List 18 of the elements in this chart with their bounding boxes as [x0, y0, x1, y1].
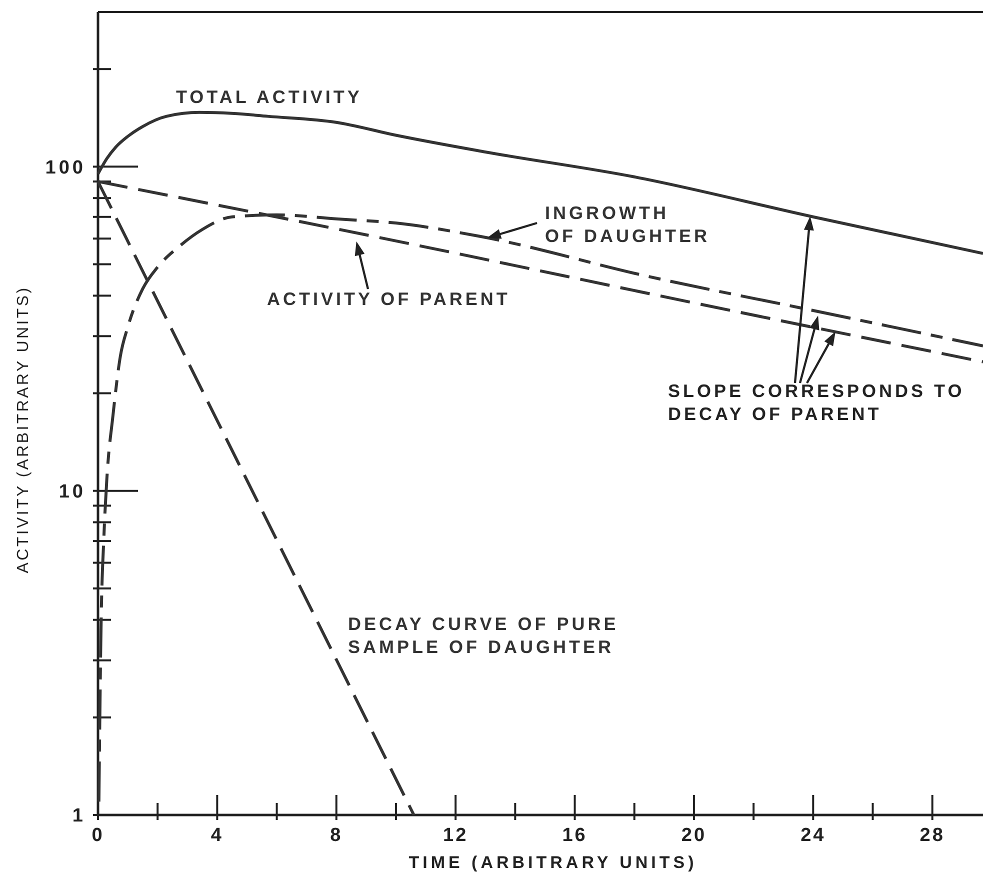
series-label: INGROWTH OF DAUGHTER [545, 203, 710, 246]
annotation: SLOPE CORRESPONDS TO DECAY OF PARENT [668, 381, 965, 424]
x-tick-label: 4 [210, 825, 224, 846]
x-axis-title: TIME (ARBITRARY UNITS) [408, 853, 698, 872]
x-tick-label: 0 [92, 825, 104, 846]
series-label: DECAY CURVE OF PURE SAMPLE OF DAUGHTER [348, 614, 619, 657]
series-label: ACTIVITY OF PARENT [267, 289, 510, 309]
x-tick-label: 28 [920, 825, 945, 846]
y-tick-label: 1 [72, 806, 86, 827]
series-label: TOTAL ACTIVITY [176, 87, 362, 107]
x-tick-label: 20 [681, 825, 707, 846]
y-axis-title: ACTIVITY (ARBITRARY UNITS) [15, 286, 32, 574]
y-tick-label: 100 [45, 157, 86, 178]
x-tick-label: 12 [443, 825, 468, 846]
x-tick-label: 8 [330, 825, 343, 846]
x-tick-label: 16 [562, 825, 588, 846]
x-tick-label: 24 [800, 825, 826, 846]
y-tick-label: 10 [58, 481, 86, 502]
